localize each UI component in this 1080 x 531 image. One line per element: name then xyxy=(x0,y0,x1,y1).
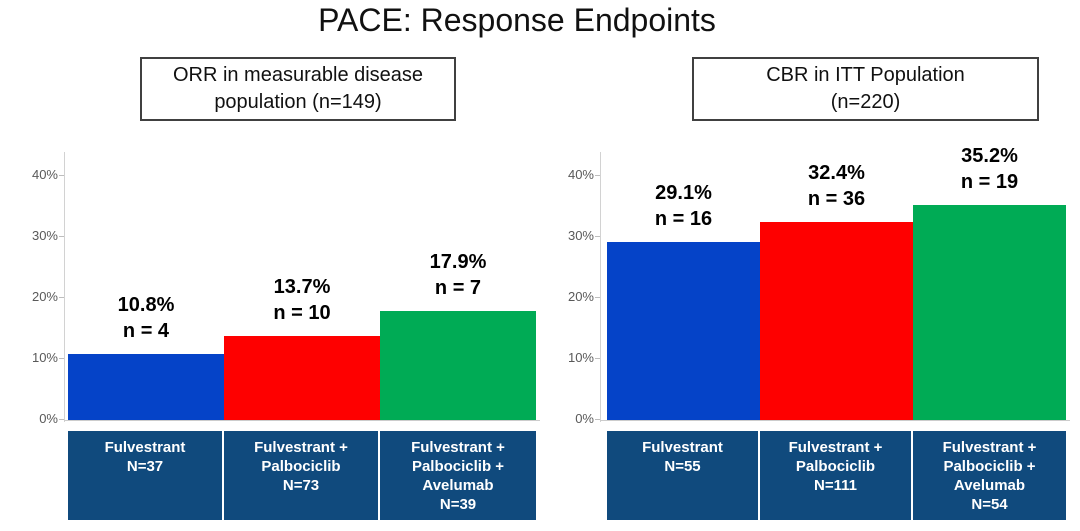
y-tick-label: 30% xyxy=(31,228,58,243)
y-tick-label: 30% xyxy=(567,228,594,243)
bar-value-label: 35.2% n = 19 xyxy=(960,145,1019,193)
category-cell: Fulvestrant + Palbociclib N=111 xyxy=(760,431,913,520)
y-tick-mark xyxy=(595,175,600,176)
bar-value-label: 10.8% n = 4 xyxy=(117,294,175,342)
bar-value-label: 17.9% n = 7 xyxy=(429,251,487,299)
chart-header-text: ORR in measurable disease population (n=1… xyxy=(172,64,424,113)
bar-fulvestrant-palbociclib-avelumab xyxy=(913,205,1066,420)
y-tick-mark xyxy=(59,236,64,237)
y-axis-line xyxy=(64,152,65,422)
bar-value-label: 29.1% n = 16 xyxy=(654,182,713,230)
bar-value-label: 13.7% n = 10 xyxy=(273,276,331,324)
category-cell: Fulvestrant + Palbociclib + Avelumab N=54 xyxy=(913,431,1066,520)
y-tick-mark xyxy=(59,358,64,359)
y-axis-line xyxy=(600,152,601,422)
bar-fulvestrant-palbociclib-avelumab xyxy=(380,311,536,420)
y-tick-mark xyxy=(595,419,600,420)
y-tick-label: 40% xyxy=(31,167,58,182)
bar-value-label: 32.4% n = 36 xyxy=(807,162,866,210)
chart-header-orr: ORR in measurable disease population (n=1… xyxy=(140,57,456,121)
bar-fulvestrant xyxy=(607,242,760,420)
y-tick-mark xyxy=(595,358,600,359)
category-cell: Fulvestrant + Palbociclib + Avelumab N=39 xyxy=(380,431,536,520)
x-axis-line xyxy=(64,420,540,421)
category-cell: Fulvestrant + Palbociclib N=73 xyxy=(224,431,380,520)
y-tick-label: 0% xyxy=(39,411,58,426)
category-cell: Fulvestrant N=55 xyxy=(607,431,760,520)
y-tick-label: 10% xyxy=(31,350,58,365)
page-title: PACE: Response Endpoints xyxy=(318,2,716,38)
y-tick-mark xyxy=(59,419,64,420)
y-tick-label: 40% xyxy=(567,167,594,182)
y-tick-mark xyxy=(595,297,600,298)
chart-header-cbr: CBR in ITT Population (n=220) xyxy=(692,57,1039,121)
x-axis-line xyxy=(600,420,1070,421)
y-tick-mark xyxy=(59,175,64,176)
category-cell: Fulvestrant N=37 xyxy=(68,431,224,520)
bar-fulvestrant-palbociclib xyxy=(760,222,913,420)
y-tick-mark xyxy=(59,297,64,298)
y-tick-label: 20% xyxy=(567,289,594,304)
chart-header-text: CBR in ITT Population (n=220) xyxy=(766,64,965,113)
bar-fulvestrant xyxy=(68,354,224,420)
y-tick-label: 10% xyxy=(567,350,594,365)
y-tick-label: 0% xyxy=(575,411,594,426)
bar-fulvestrant-palbociclib xyxy=(224,336,380,420)
y-tick-label: 20% xyxy=(31,289,58,304)
y-tick-mark xyxy=(595,236,600,237)
